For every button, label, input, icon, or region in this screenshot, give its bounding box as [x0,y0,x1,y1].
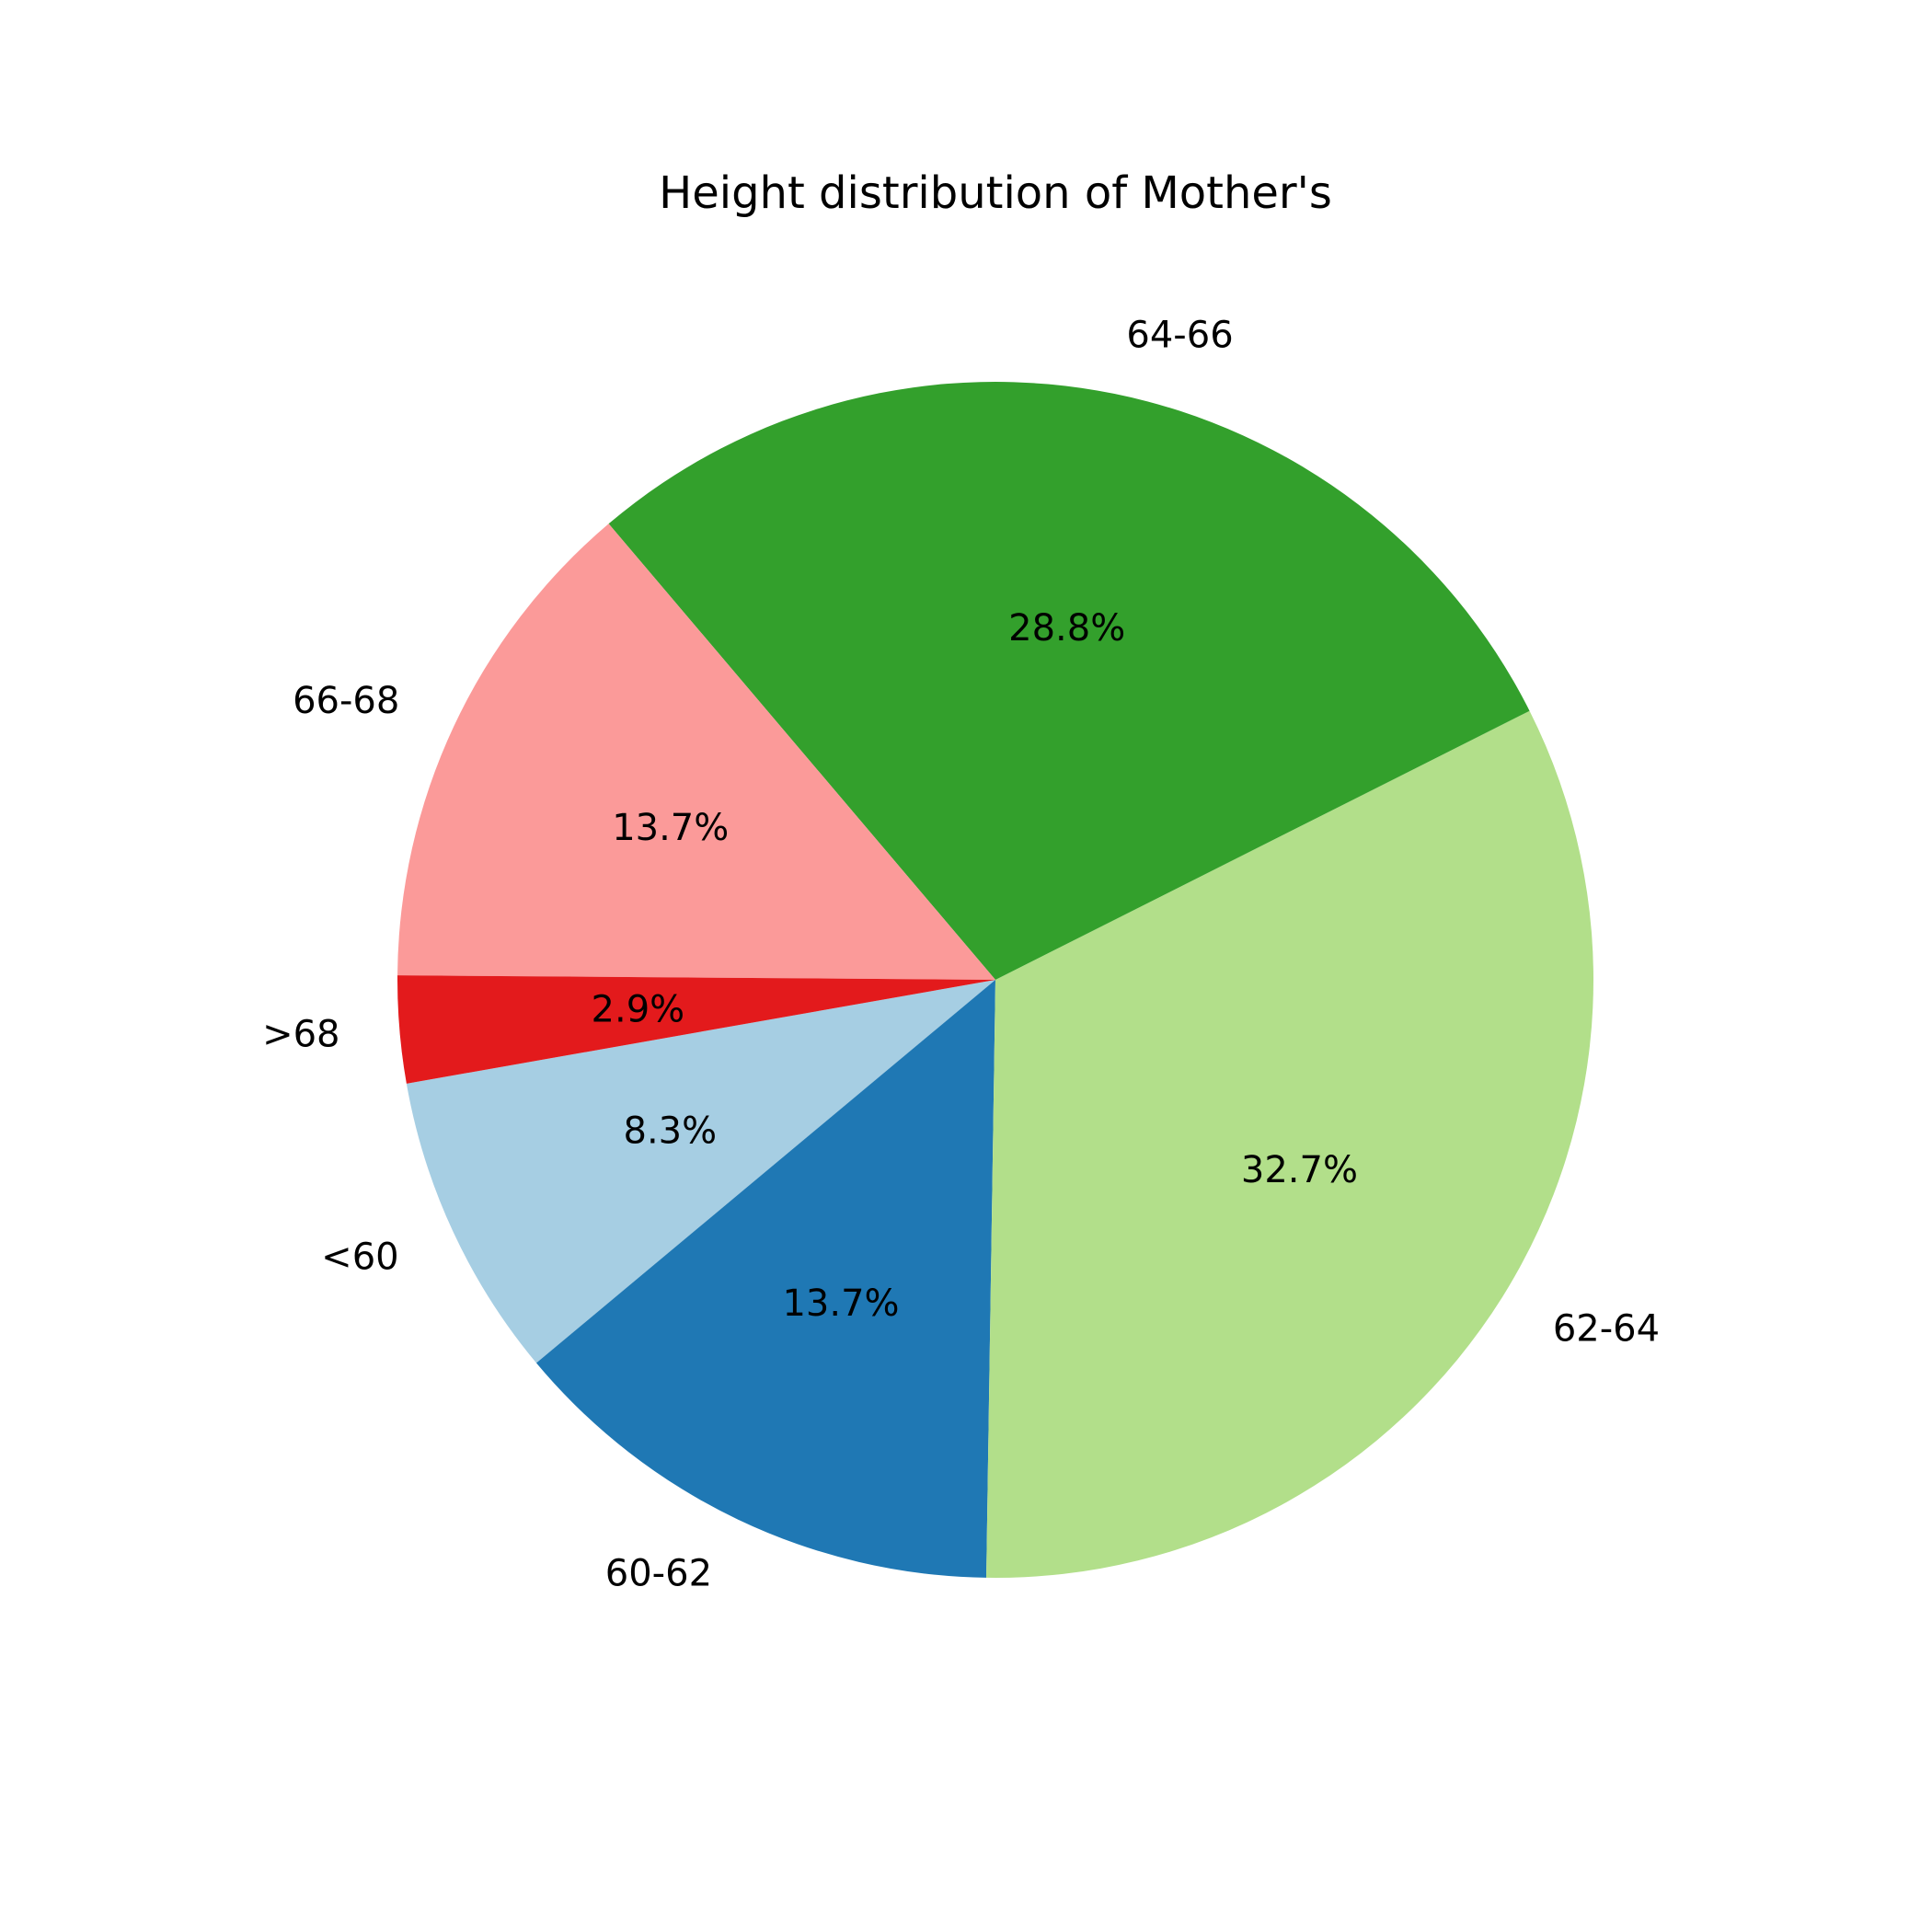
slice-label-lt-60: <60 [321,1236,398,1278]
pie-slice-62-64 [986,710,1594,1578]
slice-percent-62-64: 32.7% [1241,1149,1358,1191]
pie-slices [397,381,1594,1578]
slice-label-gt-68: >68 [262,1014,339,1056]
pie-slice-60-62 [535,980,995,1578]
slice-label-62-64: 62-64 [1553,1308,1660,1351]
pie-slice-66-68 [397,523,995,980]
chart-title: Height distribution of Mother's [659,167,1332,219]
pie-slice-lt-60 [406,980,995,1363]
slice-label-66-68: 66-68 [293,680,399,722]
slice-label-60-62: 60-62 [605,1552,712,1594]
slice-percent-66-68: 13.7% [612,807,729,849]
slice-percent-gt-68: 2.9% [592,989,685,1031]
slice-percent-64-66: 28.8% [1008,607,1125,650]
slice-percent-60-62: 13.7% [782,1282,899,1325]
slice-percent-lt-60: 8.3% [624,1110,718,1152]
slice-percent-labels: 8.3% 13.7% 32.7% 28.8% 13.7% 2.9% [592,607,1358,1325]
slice-label-64-66: 64-66 [1126,314,1233,356]
slice-category-labels: <60 60-62 62-64 64-66 66-68 >68 [262,314,1660,1594]
pie-slice-64-66 [608,381,1530,980]
pie-slice-gt-68 [397,975,995,1084]
